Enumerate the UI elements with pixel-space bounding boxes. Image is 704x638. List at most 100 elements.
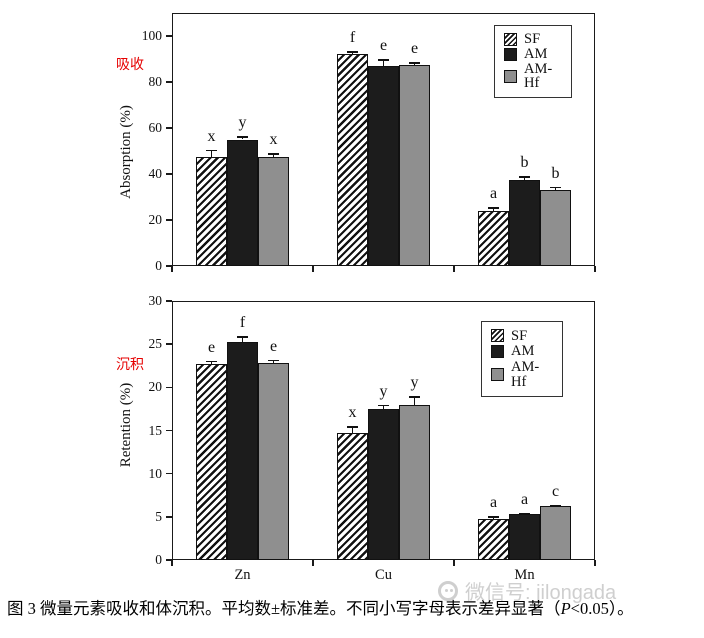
legend-item-sf: SF [491,329,553,344]
caption-text-suffix: <0.05）。 [570,599,634,618]
legend-item-sf: SF [504,32,562,47]
x-category-label-mn: Mn [514,567,535,583]
sig-letter-f: f [349,28,356,46]
y-tick-mark [166,219,172,221]
bar-am-hf-mn [540,190,571,266]
sig-letter-a: a [489,185,498,203]
legend-item-am: AM [491,344,553,359]
error-bar [554,186,557,191]
y-tick-label: 10 [148,465,163,481]
sig-letter-x: x [207,127,216,145]
x-tick-mark [594,266,596,272]
error-bar [382,59,385,66]
sig-letter-e: e [379,37,388,54]
bar-am-hf-zn [258,363,289,560]
bar-sf-cu [337,433,368,560]
y-tick-label: 15 [148,422,163,438]
sig-letter-x: x [348,404,357,422]
legend-label-amhf: AM-Hf [524,60,553,92]
y-tick-label: 100 [141,28,162,43]
legend-label-am: AM [511,343,535,360]
bar-am-cu [368,408,399,560]
sf-hatched-swatch-icon [504,32,517,46]
y-tick-mark [166,81,172,83]
error-bar-cap [519,176,530,178]
am-black-swatch-icon [504,47,517,61]
y-tick-label: 5 [155,508,162,524]
error-bar-cap [347,50,358,53]
x-tick-mark [594,560,596,566]
sig-letter-a: a [520,490,529,508]
y-tick-label: 25 [148,336,163,352]
x-category-label-zn: Zn [234,567,251,583]
error-bar-cap [488,515,499,518]
x-tick-mark [171,560,173,566]
error-bar-cap [550,186,561,189]
watermark-text: 微信号: jilongada [465,582,617,604]
legend-absorption: SF AM AM-Hf [494,25,572,98]
sig-letter-f: f [239,314,246,332]
y-tick-mark [166,127,172,129]
error-bar [523,176,526,180]
error-bar [382,404,385,409]
error-bar [210,149,213,157]
legend-label-sf: SF [524,31,541,48]
error-bar [272,153,275,157]
error-bar [272,359,275,364]
y-tick-mark [166,35,172,37]
y-tick-label: 30 [148,293,163,308]
x-tick-mark [312,560,314,566]
y-tick-label: 20 [148,212,163,227]
y-tick-mark [166,559,172,561]
legend-label-amhf: AM-Hf [511,359,540,390]
y-tick-mark [166,300,172,302]
bar-am-zn [227,342,258,560]
error-bar [351,50,354,55]
error-bar-cap [237,336,248,338]
bar-am-cu [368,65,399,266]
sig-letter-e: e [269,337,278,355]
bar-sf-cu [337,54,368,266]
y-tick-mark [166,429,172,432]
panel-label-absorption: 吸收 [116,58,144,73]
x-category-label-cu: Cu [375,567,392,583]
error-bar-cap [206,360,217,363]
bar-sf-mn [478,210,509,266]
wechat-icon [438,580,458,601]
y-tick-label: 20 [148,379,163,395]
caption-text-prefix: 图 3 微量元素吸收和体沉积。平均数±标准差。不同小写字母表示差异显著（ [7,599,561,618]
bar-am-hf-cu [399,404,430,560]
amhf-gray-swatch-icon [491,368,504,382]
error-bar-cap [378,404,389,407]
panel-label-retention: 沉积 [116,358,144,373]
y-tick-label: 0 [155,258,162,273]
y-tick-label: 60 [148,120,163,135]
y-tick-mark [166,516,172,518]
sig-letter-y: y [238,114,247,132]
bar-am-zn [227,139,258,266]
y-tick-mark [166,472,172,475]
error-bar [492,207,495,211]
bar-sf-zn [196,364,227,560]
x-tick-mark [312,266,314,272]
y-axis-title-absorption: Absorption (%) [118,105,134,199]
watermark: 微信号: jilongada [438,576,616,605]
x-tick-mark [453,266,455,272]
error-bar-cap [519,512,530,515]
y-tick-mark [166,173,172,175]
y-tick-label: 40 [148,166,163,181]
x-tick-mark [171,266,173,272]
sig-letter-e: e [410,40,419,58]
bar-am-mn [509,514,540,560]
error-bar-cap [378,59,389,61]
x-tick-mark [453,560,455,566]
am-black-swatch-icon [491,345,504,359]
sig-letter-y: y [410,373,419,391]
error-bar-cap [347,426,358,428]
sig-letter-b: b [551,164,560,182]
error-bar [241,136,244,140]
y-tick-label: 0 [155,552,162,567]
y-tick-mark [166,343,172,345]
error-bar [210,360,213,365]
